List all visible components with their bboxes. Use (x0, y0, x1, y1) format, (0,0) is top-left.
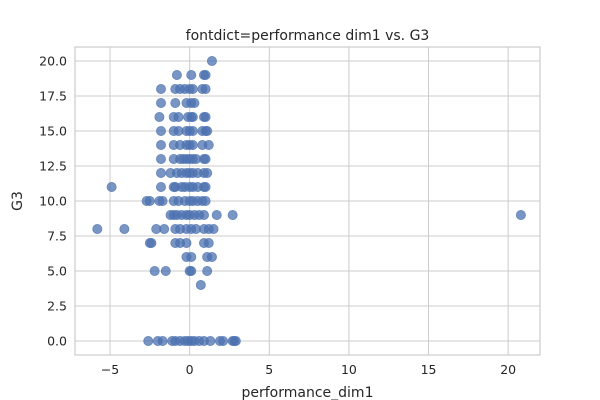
data-point (119, 223, 130, 234)
x-tick-label: 15 (421, 362, 437, 377)
data-point (189, 98, 200, 109)
data-point (155, 126, 166, 137)
data-point (198, 209, 209, 220)
data-point (187, 84, 198, 95)
data-point (155, 167, 166, 178)
data-point (170, 98, 181, 109)
data-point (218, 335, 229, 346)
data-point (144, 195, 155, 206)
x-tick-label: 20 (500, 362, 516, 377)
data-point (202, 167, 213, 178)
data-point (181, 237, 192, 248)
data-point (187, 112, 198, 123)
y-tick-label: 17.5 (39, 89, 67, 104)
data-point (202, 265, 213, 276)
y-tick-label: 12.5 (39, 159, 67, 174)
x-axis-label: performance_dim1 (242, 385, 374, 400)
data-point (195, 279, 206, 290)
data-point (203, 237, 214, 248)
data-point (202, 126, 213, 137)
data-point (200, 181, 211, 192)
y-tick-label: 15.0 (39, 124, 67, 139)
data-point (146, 237, 157, 248)
data-point (171, 70, 182, 81)
data-point (200, 70, 211, 81)
x-tick-label: 10 (341, 362, 357, 377)
data-point (208, 223, 219, 234)
data-point (187, 126, 198, 137)
chart-title: fontdict=performance dim1 vs. G3 (186, 28, 430, 44)
plot-frame (74, 46, 541, 356)
data-point (154, 112, 165, 123)
data-point (200, 153, 211, 164)
data-point (515, 209, 526, 220)
points (92, 56, 526, 346)
data-point (203, 139, 214, 150)
data-point (200, 195, 211, 206)
y-tick-label: 5.0 (47, 264, 67, 279)
tick-labels: −5 0 5 10 15 20 0.0 2.5 5.0 7.5 10.0 12.5 15.0 17.5 20… (39, 54, 516, 378)
y-tick-label: 2.5 (47, 299, 67, 314)
y-tick-label: 0.0 (47, 334, 67, 349)
data-point (200, 112, 211, 123)
data-point (205, 335, 216, 346)
y-axis-label: G3 (10, 191, 26, 211)
data-point (186, 251, 197, 262)
data-point (149, 265, 160, 276)
x-tick-label: −5 (101, 362, 119, 377)
data-point (155, 84, 166, 95)
data-point (173, 112, 184, 123)
data-point (155, 153, 166, 164)
data-point (227, 209, 238, 220)
data-point (157, 335, 168, 346)
data-point (155, 98, 166, 109)
data-point (143, 335, 154, 346)
x-tick-label: 0 (186, 362, 194, 377)
x-tick-label: 5 (265, 362, 273, 377)
data-point (230, 335, 241, 346)
data-point (159, 223, 170, 234)
y-tick-label: 7.5 (47, 229, 67, 244)
data-point (187, 139, 198, 150)
data-point (157, 195, 168, 206)
data-point (106, 181, 117, 192)
y-tick-label: 10.0 (39, 194, 67, 209)
data-point (211, 209, 222, 220)
data-point (155, 139, 166, 150)
data-point (160, 265, 171, 276)
y-tick-label: 20.0 (39, 54, 67, 69)
data-point (186, 70, 197, 81)
data-point (155, 181, 166, 192)
data-point (92, 223, 103, 234)
data-point (186, 265, 197, 276)
data-point (206, 251, 217, 262)
data-point (206, 56, 217, 67)
data-point (200, 84, 211, 95)
